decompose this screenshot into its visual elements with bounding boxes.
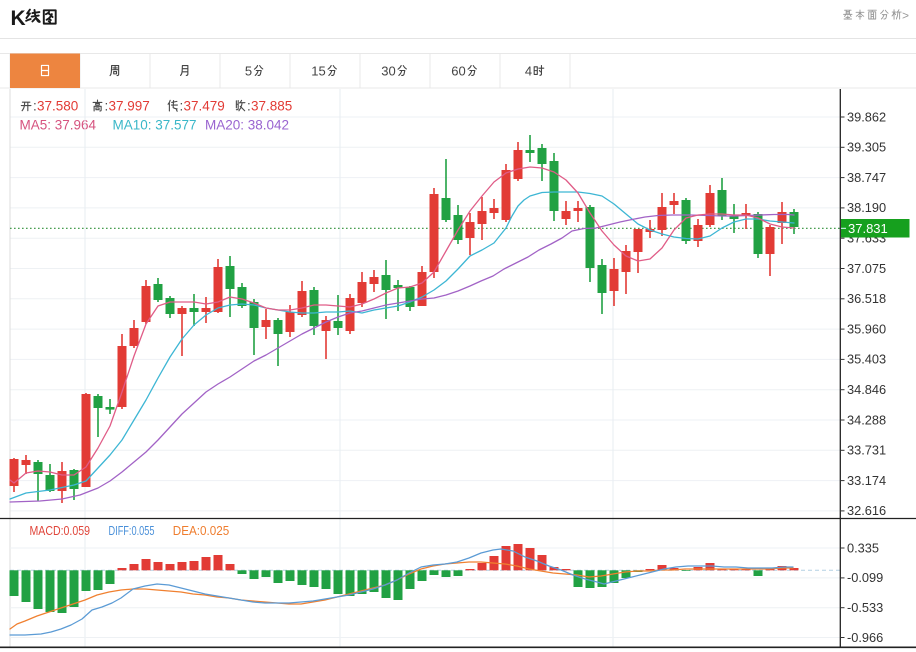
svg-text:DEA:0.025: DEA:0.025 [173, 524, 230, 538]
svg-text::: : [247, 99, 251, 114]
svg-text::: : [180, 99, 184, 114]
svg-text::: : [33, 99, 37, 114]
svg-text:>: > [902, 9, 909, 23]
svg-text:15: 15 [311, 64, 325, 79]
svg-text:4: 4 [525, 64, 532, 79]
svg-text:36.518: 36.518 [847, 291, 886, 306]
svg-text:37.479: 37.479 [184, 99, 225, 114]
svg-text:5: 5 [245, 64, 252, 79]
svg-text:DIFF:0.055: DIFF:0.055 [109, 524, 155, 538]
svg-text:MA5: 37.964: MA5: 37.964 [20, 118, 97, 133]
svg-text::: : [105, 99, 109, 114]
svg-text:37.997: 37.997 [109, 99, 150, 114]
svg-text:37.831: 37.831 [848, 221, 888, 236]
svg-text:-0.533: -0.533 [847, 600, 883, 615]
svg-text:37.580: 37.580 [37, 99, 78, 114]
svg-text:MA20: 38.042: MA20: 38.042 [205, 118, 289, 133]
svg-text:K: K [11, 7, 26, 30]
svg-text:MACD:0.059: MACD:0.059 [30, 524, 91, 538]
svg-text:38.190: 38.190 [847, 200, 886, 215]
svg-text:33.174: 33.174 [847, 473, 886, 488]
svg-text:39.305: 39.305 [847, 140, 886, 155]
svg-text:33.731: 33.731 [847, 443, 886, 458]
svg-text:35.403: 35.403 [847, 352, 886, 367]
svg-text:39.862: 39.862 [847, 109, 886, 124]
svg-text:-0.099: -0.099 [847, 570, 883, 585]
svg-text:30: 30 [381, 64, 395, 79]
svg-text:37.075: 37.075 [847, 261, 886, 276]
svg-text:32.616: 32.616 [847, 503, 886, 518]
svg-text:35.960: 35.960 [847, 321, 886, 336]
svg-text:38.747: 38.747 [847, 170, 886, 185]
svg-text:-0.966: -0.966 [847, 630, 883, 645]
svg-text:34.846: 34.846 [847, 382, 886, 397]
svg-text:0.335: 0.335 [847, 540, 879, 555]
svg-text:34.288: 34.288 [847, 412, 886, 427]
svg-text:MA10: 37.577: MA10: 37.577 [113, 118, 197, 133]
svg-text:60: 60 [451, 64, 465, 79]
svg-text:37.885: 37.885 [251, 99, 292, 114]
